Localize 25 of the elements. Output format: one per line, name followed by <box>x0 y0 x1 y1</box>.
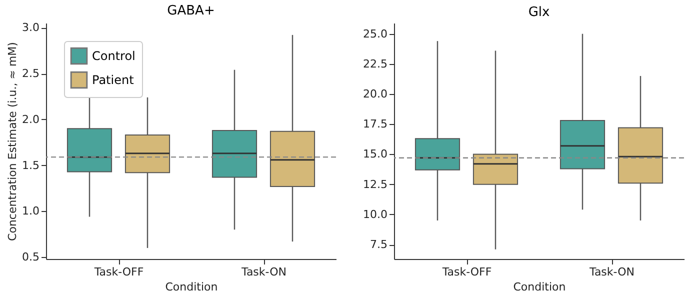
y-tick-label: 0.5 <box>22 250 40 264</box>
x-tick-label: Task-ON <box>588 266 634 278</box>
y-tick-label: 15.0 <box>363 148 388 161</box>
y-tick-label: 25.0 <box>363 27 388 40</box>
y-tick-label: 20.0 <box>363 88 388 101</box>
y-tick-label: 7.5 <box>370 238 388 252</box>
y-tick-label: 17.5 <box>363 118 388 131</box>
y-tick-label: 3.0 <box>22 21 40 34</box>
y-tick-label: 1.5 <box>22 158 40 172</box>
chart-title: Glx <box>528 5 550 20</box>
y-tick-label: 1.0 <box>22 204 40 218</box>
x-axis-title: Condition <box>513 280 566 294</box>
y-tick-label: 12.5 <box>363 178 388 191</box>
y-tick-label: 2.0 <box>22 112 40 126</box>
x-axis-title: Condition <box>165 280 218 294</box>
y-tick-label: 2.5 <box>22 67 40 80</box>
x-tick-label: Task-OFF <box>441 266 492 278</box>
y-axis-title: Concentration Estimate (i.u., ≈ mM) <box>6 42 20 241</box>
y-tick-label: 22.5 <box>363 57 388 70</box>
legend-label: Patient <box>92 73 134 87</box>
chart-title: GABA+ <box>167 4 215 19</box>
x-tick-label: Task-OFF <box>93 266 144 278</box>
x-tick-label: Task-ON <box>240 266 286 278</box>
legend-label: Control <box>92 49 136 63</box>
y-tick-label: 10.0 <box>363 208 388 221</box>
